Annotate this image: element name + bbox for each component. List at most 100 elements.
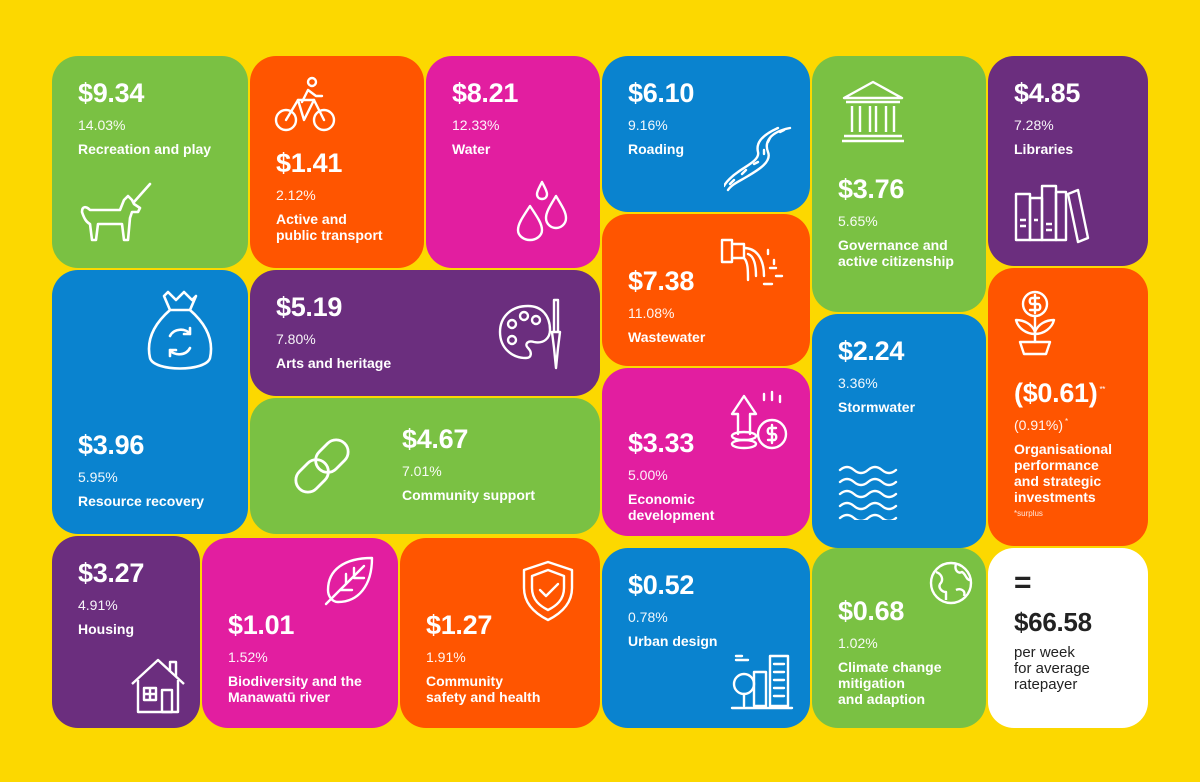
amount: $5.19 [276, 292, 343, 322]
tile-recreation: $9.34 14.03% Recreation and play [52, 56, 248, 268]
percent: 5.95% [78, 469, 118, 485]
label: Community support [402, 487, 535, 503]
amount: $3.33 [628, 428, 695, 458]
tile-total: = $66.58 per week for average ratepayer [988, 548, 1148, 728]
amount: $2.24 [838, 336, 905, 366]
amount: ($0.61) ** [1014, 378, 1106, 408]
tile-water: $8.21 12.33% Water [426, 56, 600, 268]
label: Urban design [628, 633, 718, 649]
label: Wastewater [628, 329, 706, 345]
footnote: *surplus [1014, 509, 1043, 519]
text-block: $4.67 7.01% Community support [402, 424, 574, 504]
label: Recreation and play [78, 141, 212, 157]
dog-icon [76, 180, 156, 244]
text-block: $3.96 5.95% Resource recovery [78, 430, 222, 510]
percent: (0.91%) * [1014, 417, 1069, 433]
amount: $0.68 [838, 596, 905, 626]
money-plant-icon [1012, 290, 1058, 356]
percent-footnote-mark: * [1065, 417, 1069, 427]
outfall-pipe-icon [720, 236, 784, 290]
house-icon [130, 656, 186, 714]
percent: 4.91% [78, 597, 118, 613]
tile-community-support: $4.67 7.01% Community support [250, 398, 600, 534]
shield-check-icon [520, 560, 576, 622]
tile-arts: $5.19 7.80% Arts and heritage [250, 270, 600, 396]
amount: $8.21 [452, 78, 519, 108]
percent: 3.36% [838, 375, 878, 391]
percent: 7.80% [276, 331, 316, 347]
percent: 5.00% [628, 467, 668, 483]
amount: $6.10 [628, 78, 695, 108]
tile-climate: $0.68 1.02% Climate change mitigation an… [812, 548, 986, 728]
text-block: $7.38 11.08% Wastewater [628, 266, 784, 346]
amount: $0.52 [628, 570, 695, 600]
tile-governance: $3.76 5.65% Governance and active citize… [812, 56, 986, 312]
label: Resource recovery [78, 493, 205, 509]
percent: 1.52% [228, 649, 268, 665]
amount: $3.76 [838, 174, 905, 204]
city-icon [730, 652, 794, 712]
text-block: $0.68 1.02% Climate change mitigation an… [838, 596, 960, 708]
globe-icon [928, 560, 974, 606]
label: Economic development [628, 491, 715, 524]
tile-stormwater: $2.24 3.36% Stormwater [812, 314, 986, 548]
amount: $1.41 [276, 148, 343, 178]
tile-community-safety: $1.27 1.91% Community safety and health [400, 538, 600, 728]
text-block: $1.01 1.52% Biodiversity and the Manawat… [228, 610, 372, 706]
amount: $1.27 [426, 610, 493, 640]
percent: 12.33% [452, 117, 500, 133]
percent: 7.01% [402, 463, 442, 479]
text-block: $3.76 5.65% Governance and active citize… [838, 174, 960, 270]
percent: 2.12% [276, 187, 316, 203]
label: Active and public transport [276, 211, 383, 244]
label: Water [452, 141, 491, 157]
tile-roading: $6.10 9.16% Roading [602, 56, 810, 212]
text-block: $1.41 2.12% Active and public transport [276, 148, 398, 244]
amount: $1.01 [228, 610, 295, 640]
label: Climate change mitigation and adaption [838, 659, 942, 708]
label: Governance and active citizenship [838, 237, 954, 270]
percent: 1.02% [838, 635, 878, 651]
total-label: per week for average ratepayer [1014, 644, 1090, 693]
amount: $7.38 [628, 266, 695, 296]
government-building-icon [840, 78, 906, 144]
percent: 11.08% [628, 305, 675, 321]
amount: $9.34 [78, 78, 145, 108]
label: Housing [78, 621, 134, 637]
text-block: $1.27 1.91% Community safety and health [426, 610, 574, 706]
label: Roading [628, 141, 684, 157]
tile-urban-design: $0.52 0.78% Urban design [602, 548, 810, 728]
percent: 5.65% [838, 213, 878, 229]
waves-icon [838, 464, 898, 520]
label: Arts and heritage [276, 355, 392, 371]
label: Community safety and health [426, 673, 541, 706]
tile-housing: $3.27 4.91% Housing [52, 536, 200, 728]
tile-libraries: $4.85 7.28% Libraries [988, 56, 1148, 266]
amount: $4.85 [1014, 78, 1081, 108]
equals-sign: = [1014, 566, 1032, 599]
books-icon [1014, 184, 1090, 244]
amount: $3.27 [78, 558, 145, 588]
amount: $4.67 [402, 424, 469, 454]
paint-palette-icon [498, 298, 564, 370]
percent: 7.28% [1014, 117, 1054, 133]
amount: $3.96 [78, 430, 145, 460]
label: Libraries [1014, 141, 1074, 157]
tile-organisational: ($0.61) ** (0.91%) * Organisational perfor… [988, 268, 1148, 546]
cyclist-icon [274, 76, 336, 134]
tile-biodiversity: $1.01 1.52% Biodiversity and the Manawat… [202, 538, 398, 728]
tile-wastewater: $7.38 11.08% Wastewater [602, 214, 810, 366]
leaf-icon [324, 556, 374, 606]
percent: 0.78% [628, 609, 668, 625]
chain-link-icon [284, 428, 360, 504]
label: Biodiversity and the Manawatū river [228, 673, 362, 706]
road-icon [724, 126, 794, 192]
total-amount: $66.58 [1014, 607, 1092, 637]
percent: 9.16% [628, 117, 668, 133]
recycle-bag-icon [144, 288, 216, 378]
tile-resource-recovery: $3.96 5.95% Resource recovery [52, 270, 248, 534]
coins-growth-icon [730, 390, 792, 452]
label: Stormwater [838, 399, 916, 415]
percent: 1.91% [426, 649, 466, 665]
text-block: $3.33 5.00% Economic development [628, 428, 784, 524]
